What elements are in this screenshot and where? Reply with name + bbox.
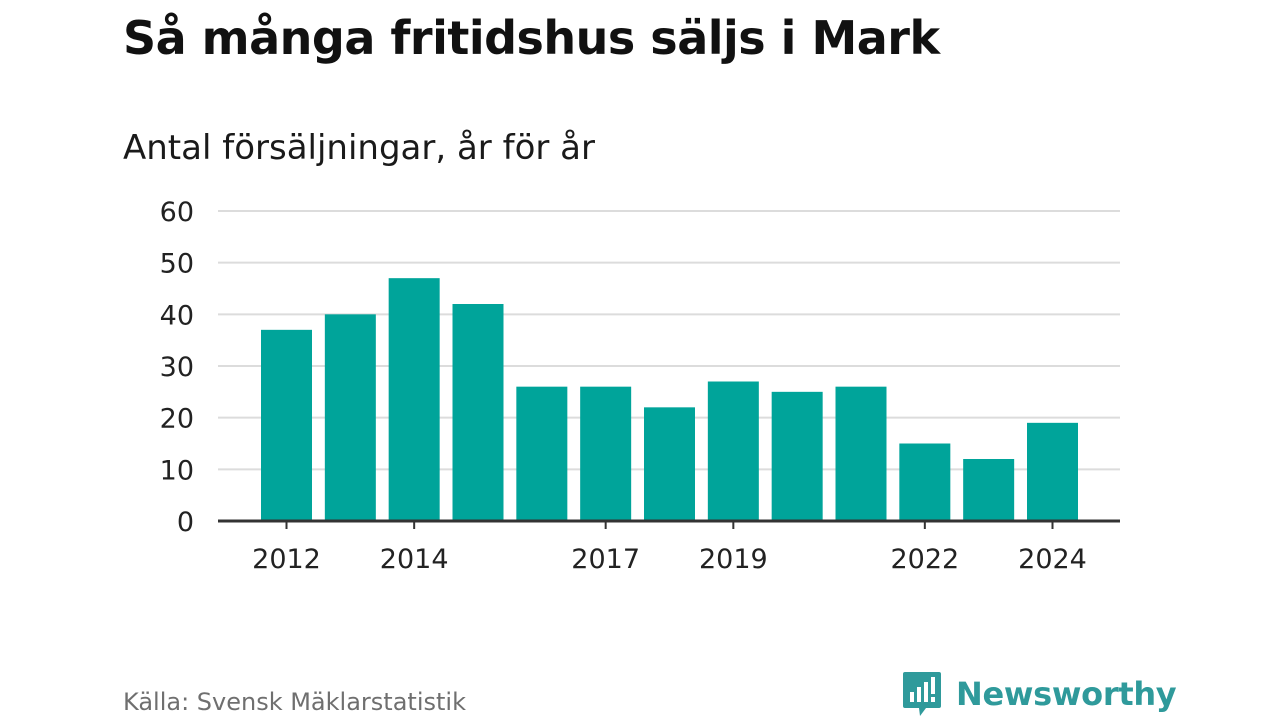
bar-2019 <box>707 381 759 521</box>
x-tick-label: 2019 <box>699 544 768 575</box>
y-tick-label: 0 <box>177 507 194 538</box>
bar-2014 <box>388 278 440 521</box>
bar-2020 <box>771 391 823 521</box>
chart-subtitle: Antal försäljningar, år för år <box>123 128 595 168</box>
bar-2023 <box>963 459 1015 521</box>
x-tick-label: 2014 <box>380 544 449 575</box>
brand-logo: Newsworthy <box>902 670 1177 718</box>
newsworthy-logo-icon <box>903 672 941 716</box>
y-tick-label: 50 <box>160 249 194 280</box>
y-tick-label: 60 <box>160 197 194 228</box>
bar-2018 <box>644 407 695 521</box>
source-note: Källa: Svensk Mäklarstatistik <box>123 688 466 716</box>
bar-2017 <box>580 386 632 521</box>
bar-2015 <box>452 304 504 521</box>
y-tick-label: 20 <box>160 404 194 435</box>
bar-2024 <box>1027 422 1078 521</box>
bar-2021 <box>835 386 887 521</box>
chart-title: Så många fritidshus säljs i Mark <box>123 11 940 65</box>
bar-2012 <box>261 329 312 521</box>
brand-name: Newsworthy <box>956 675 1177 713</box>
bar-2016 <box>516 386 568 521</box>
x-tick-label: 2022 <box>890 544 959 575</box>
x-tick-label: 2017 <box>571 544 640 575</box>
bar-chart: 0 10 20 30 40 50 60 2012 2014 2017 2019 2022 2024 <box>160 197 1120 575</box>
x-tick-label: 2024 <box>1018 544 1087 575</box>
y-tick-label: 40 <box>160 300 194 331</box>
bar-2013 <box>324 314 376 521</box>
bar-2022 <box>899 443 951 521</box>
y-tick-label: 30 <box>160 352 194 383</box>
x-tick-label: 2012 <box>252 544 321 575</box>
y-tick-label: 10 <box>160 455 194 486</box>
